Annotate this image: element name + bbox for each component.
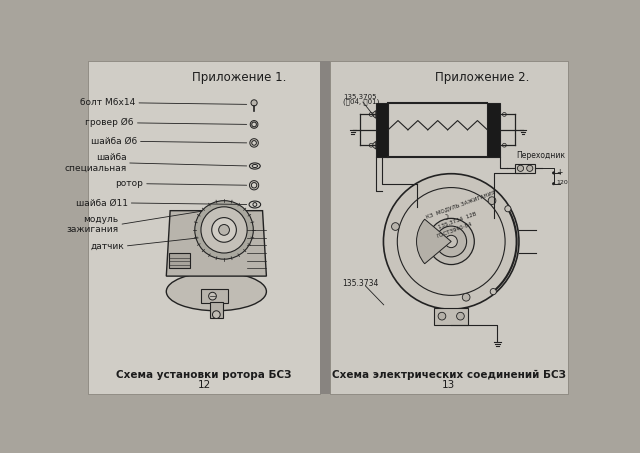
Bar bbox=[210, 302, 223, 318]
Bar bbox=[201, 289, 228, 303]
Circle shape bbox=[456, 312, 464, 320]
Text: шайба Ø11: шайба Ø11 bbox=[76, 198, 128, 207]
Text: Переходник: Переходник bbox=[516, 150, 566, 159]
Text: 135.3734: 135.3734 bbox=[342, 279, 378, 288]
Circle shape bbox=[212, 311, 220, 318]
Polygon shape bbox=[371, 141, 376, 149]
Text: 120: 120 bbox=[556, 180, 568, 185]
Bar bbox=[330, 61, 568, 394]
Text: датчик: датчик bbox=[90, 241, 124, 251]
Text: Приложение 1.: Приложение 1. bbox=[192, 71, 287, 83]
Text: 135.3705: 135.3705 bbox=[344, 94, 377, 100]
Circle shape bbox=[502, 112, 506, 116]
Circle shape bbox=[209, 292, 216, 300]
Circle shape bbox=[251, 100, 257, 106]
Bar bbox=[435, 308, 468, 325]
Circle shape bbox=[445, 235, 458, 248]
Polygon shape bbox=[166, 211, 266, 276]
Text: гровер Ø6: гровер Ø6 bbox=[86, 118, 134, 127]
Circle shape bbox=[428, 218, 474, 265]
Text: болт М6х14: болт М6х14 bbox=[80, 98, 136, 107]
Circle shape bbox=[488, 197, 496, 204]
Circle shape bbox=[369, 112, 373, 116]
Text: Схема электрических соединений БСЗ: Схема электрических соединений БСЗ bbox=[332, 371, 566, 381]
Bar bbox=[319, 61, 330, 394]
Circle shape bbox=[219, 225, 230, 235]
Polygon shape bbox=[371, 111, 376, 118]
Circle shape bbox=[392, 223, 399, 231]
Circle shape bbox=[383, 173, 519, 309]
Text: модуль
зажигания: модуль зажигания bbox=[67, 215, 118, 234]
Text: +: + bbox=[556, 168, 563, 177]
Text: 12: 12 bbox=[197, 380, 211, 390]
Circle shape bbox=[552, 172, 555, 174]
Circle shape bbox=[195, 201, 253, 259]
Text: ГОСТ3940-84: ГОСТ3940-84 bbox=[436, 222, 473, 239]
Bar bbox=[376, 103, 388, 157]
Circle shape bbox=[552, 183, 555, 185]
Circle shape bbox=[462, 294, 470, 301]
Circle shape bbox=[502, 143, 506, 147]
Text: шайба
специальная: шайба специальная bbox=[64, 153, 126, 173]
Circle shape bbox=[438, 312, 446, 320]
Circle shape bbox=[527, 165, 533, 171]
Circle shape bbox=[436, 226, 467, 257]
Circle shape bbox=[201, 207, 247, 253]
Text: Приложение 2.: Приложение 2. bbox=[435, 71, 529, 83]
Circle shape bbox=[369, 143, 373, 147]
Bar bbox=[488, 103, 500, 157]
Text: КЗ  МОДУЛЬ ЗАЖИГАНИЯ: КЗ МОДУЛЬ ЗАЖИГАНИЯ bbox=[425, 189, 496, 219]
Text: 13: 13 bbox=[442, 380, 456, 390]
Circle shape bbox=[212, 217, 236, 242]
Wedge shape bbox=[417, 219, 451, 264]
Text: ротор: ротор bbox=[115, 179, 143, 188]
Text: Схема установки ротора БСЗ: Схема установки ротора БСЗ bbox=[116, 371, 292, 381]
Bar bbox=[88, 61, 320, 394]
Bar bbox=[168, 253, 190, 269]
Text: (䄒04, 䄒01): (䄒04, 䄒01) bbox=[344, 99, 380, 106]
Text: 135.3734  12В: 135.3734 12В bbox=[438, 212, 477, 230]
Ellipse shape bbox=[166, 272, 266, 311]
Circle shape bbox=[517, 165, 524, 171]
Text: шайба Ø6: шайба Ø6 bbox=[91, 137, 137, 146]
Bar bbox=[515, 164, 535, 173]
Circle shape bbox=[505, 206, 511, 212]
Circle shape bbox=[490, 289, 497, 295]
Text: ☽: ☽ bbox=[442, 213, 449, 222]
